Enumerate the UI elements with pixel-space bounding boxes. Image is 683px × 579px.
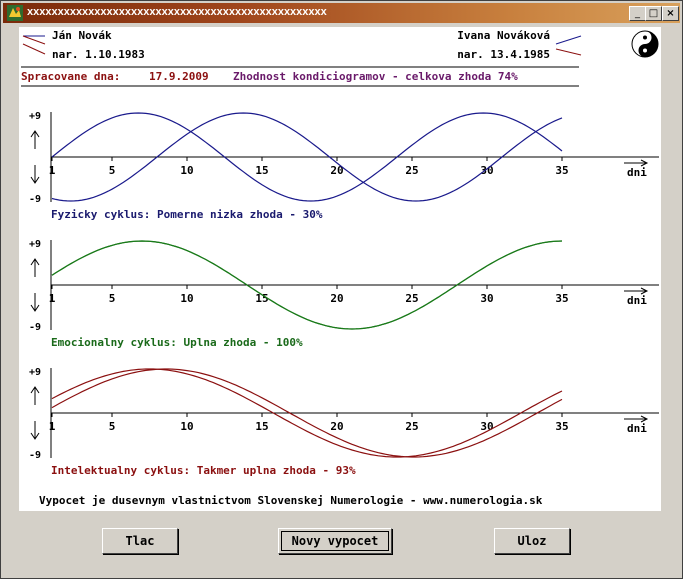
overall-match: Zhodnost kondiciogramov - celkova zhoda … [233,70,518,83]
xlabel-fyzicky: dni [627,166,647,179]
xtick-label: 5 [109,164,116,177]
xtick-label: 25 [405,164,418,177]
ytick-max-intelektualny: +9 [29,367,41,378]
caption-fyzicky: Fyzicky cyklus: Pomerne nizka zhoda - 30… [51,208,323,221]
x-arrow-icon [624,287,649,295]
xtick-label: 1 [49,292,56,305]
xtick-label: 10 [180,420,193,433]
ytick-max-emocionalny: +9 [29,239,41,250]
ytick-min-emocionalny: -9 [29,322,41,333]
legend-line-right-blue [555,35,582,45]
xtick-label: 20 [330,164,343,177]
print-button[interactable]: Tlac [102,528,178,554]
xtick-label: 15 [255,420,268,433]
left-person-birth: nar. 1.10.1983 [52,48,145,61]
series-line-emocionalny-2 [51,240,563,330]
save-button[interactable]: Uloz [494,528,570,554]
up-arrow-icon [30,130,40,149]
up-arrow-icon [30,258,40,277]
series-line-fyzicky-2 [51,112,563,202]
app-icon [7,5,23,21]
xtick-label: 25 [405,292,418,305]
series-line-fyzicky-1 [51,112,563,202]
xtick-label: 10 [180,164,193,177]
legend-line-right-red [555,48,582,56]
yin-yang-icon [631,30,659,58]
xtick-label: 35 [555,420,568,433]
xtick-label: 20 [330,420,343,433]
new-calculation-button[interactable]: Novy vypocet [278,528,392,554]
xtick-label: 5 [109,292,116,305]
title-bar[interactable]: xxxxxxxxxxxxxxxxxxxxxxxxxxxxxxxxxxxxxxxx… [3,3,680,23]
x-arrow-icon [624,159,649,167]
ytick-min-fyzicky: -9 [29,194,41,205]
right-person-birth: nar. 13.4.1985 [457,48,550,61]
x-arrow-icon [624,415,649,423]
minimize-button[interactable]: _ [629,6,646,21]
window-title: xxxxxxxxxxxxxxxxxxxxxxxxxxxxxxxxxxxxxxxx… [27,6,327,18]
right-person-name: Ivana Nováková [457,29,550,42]
maximize-button[interactable]: □ [645,6,662,21]
xtick-label: 5 [109,420,116,433]
xtick-label: 15 [255,292,268,305]
xtick-label: 1 [49,420,56,433]
caption-emocionalny: Emocionalny cyklus: Uplna zhoda - 100% [51,336,303,349]
close-button[interactable]: × [662,6,679,21]
biorhythm-canvas: Ján Novák nar. 1.10.1983 Ivana Nováková … [19,27,661,511]
xtick-label: 30 [480,292,493,305]
series-line-intelektualny-2 [51,368,563,458]
down-arrow-icon [30,165,40,184]
xlabel-emocionalny: dni [627,294,647,307]
xtick-label: 1 [49,164,56,177]
ytick-max-fyzicky: +9 [29,111,41,122]
down-arrow-icon [30,421,40,440]
date-label: Spracovane dna: [21,70,120,83]
xlabel-intelektualny: dni [627,422,647,435]
down-arrow-icon [30,293,40,312]
up-arrow-icon [30,386,40,405]
xtick-label: 35 [555,292,568,305]
left-person-name: Ján Novák [52,29,112,42]
xtick-label: 10 [180,292,193,305]
biorhythm-chart: Ján Novák nar. 1.10.1983 Ivana Nováková … [21,29,659,507]
xtick-label: 25 [405,420,418,433]
caption-intelektualny: Intelektualny cyklus: Takmer uplna zhoda… [51,464,356,477]
xtick-label: 30 [480,164,493,177]
xtick-label: 15 [255,164,268,177]
legend-line-left-red [22,43,46,55]
date-value: 17.9.2009 [149,70,209,83]
footer-text: Vypocet je dusevnym vlastnictvom Slovens… [39,494,543,507]
xtick-label: 20 [330,292,343,305]
legend-diag-left-person [22,35,46,45]
ytick-min-intelektualny: -9 [29,450,41,461]
xtick-label: 35 [555,164,568,177]
series-line-intelektualny-1 [51,368,563,458]
